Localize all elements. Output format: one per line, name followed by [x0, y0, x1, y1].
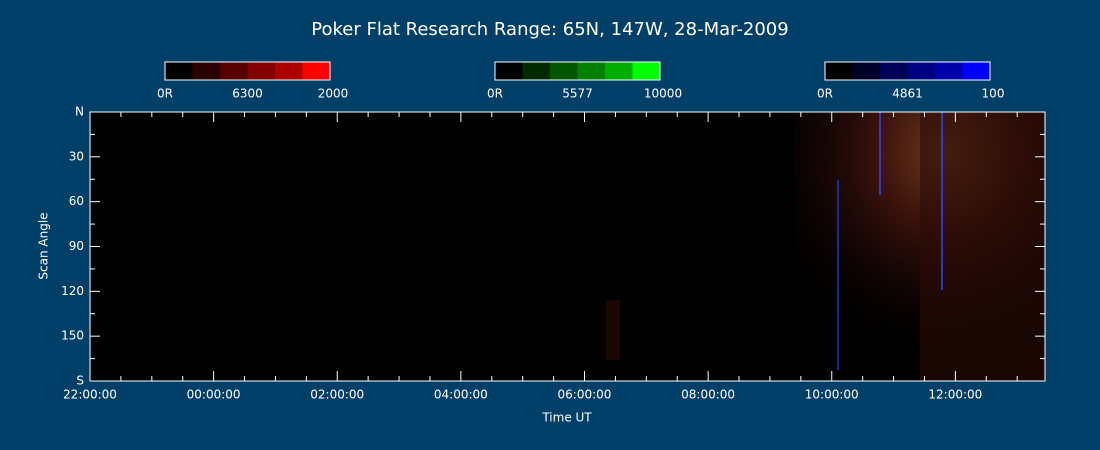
colorbar-name: 4861 — [892, 87, 923, 101]
y-tick-label: N — [75, 105, 84, 119]
x-tick-label: 12:00:00 — [928, 388, 982, 402]
y-axis-label: Scan Angle — [37, 212, 51, 279]
colorbar-step — [165, 62, 193, 80]
colorbar-step — [907, 62, 936, 80]
x-tick-label: 10:00:00 — [805, 388, 859, 402]
y-tick-label: 30 — [69, 149, 84, 163]
x-axis-label: Time UT — [541, 411, 592, 425]
colorbar-min-label: 0R — [817, 87, 833, 101]
chart-title: Poker Flat Research Range: 65N, 147W, 28… — [311, 19, 788, 40]
y-tick-label: 60 — [69, 194, 84, 208]
colorbar-name: 6300 — [232, 87, 263, 101]
colorbar-step — [220, 62, 248, 80]
colorbar-min-label: 0R — [157, 87, 173, 101]
colorbar-step — [962, 62, 991, 80]
colorbar-step — [632, 62, 661, 80]
y-tick-label: 120 — [61, 284, 84, 298]
colorbar-step — [550, 62, 578, 80]
colorbar-step — [522, 62, 551, 80]
x-tick-label: 06:00:00 — [558, 388, 612, 402]
y-tick-label: 90 — [69, 239, 84, 253]
colorbar-max-label: 100 — [982, 87, 1005, 101]
colorbar-max-label: 2000 — [318, 87, 349, 101]
colorbar-name: 5577 — [562, 87, 593, 101]
colorbar-step — [192, 62, 221, 80]
colorbar-min-label: 0R — [487, 87, 503, 101]
y-tick-label: S — [76, 374, 84, 388]
x-tick-label: 08:00:00 — [681, 388, 735, 402]
aurora-faint — [606, 300, 620, 360]
x-tick-label: 02:00:00 — [310, 388, 364, 402]
colorbar-step — [495, 62, 523, 80]
x-tick-label: 04:00:00 — [434, 388, 488, 402]
colorbar-frame — [824, 61, 991, 81]
colorbar-step — [852, 62, 881, 80]
y-tick-label: 150 — [61, 329, 84, 343]
colorbar-step — [247, 62, 276, 80]
colorbar-step — [577, 62, 606, 80]
colorbar-frame — [164, 61, 331, 81]
colorbar-frame — [494, 61, 661, 81]
x-tick-label: 00:00:00 — [187, 388, 241, 402]
aurora-band — [920, 112, 1045, 381]
colorbar-step — [880, 62, 908, 80]
x-tick-label: 22:00:00 — [63, 388, 117, 402]
colorbar-step — [825, 62, 853, 80]
colorbar-step — [935, 62, 963, 80]
colorbar-step — [605, 62, 633, 80]
colorbar-step — [275, 62, 303, 80]
colorbar-step — [302, 62, 331, 80]
colorbar-max-label: 10000 — [644, 87, 682, 101]
